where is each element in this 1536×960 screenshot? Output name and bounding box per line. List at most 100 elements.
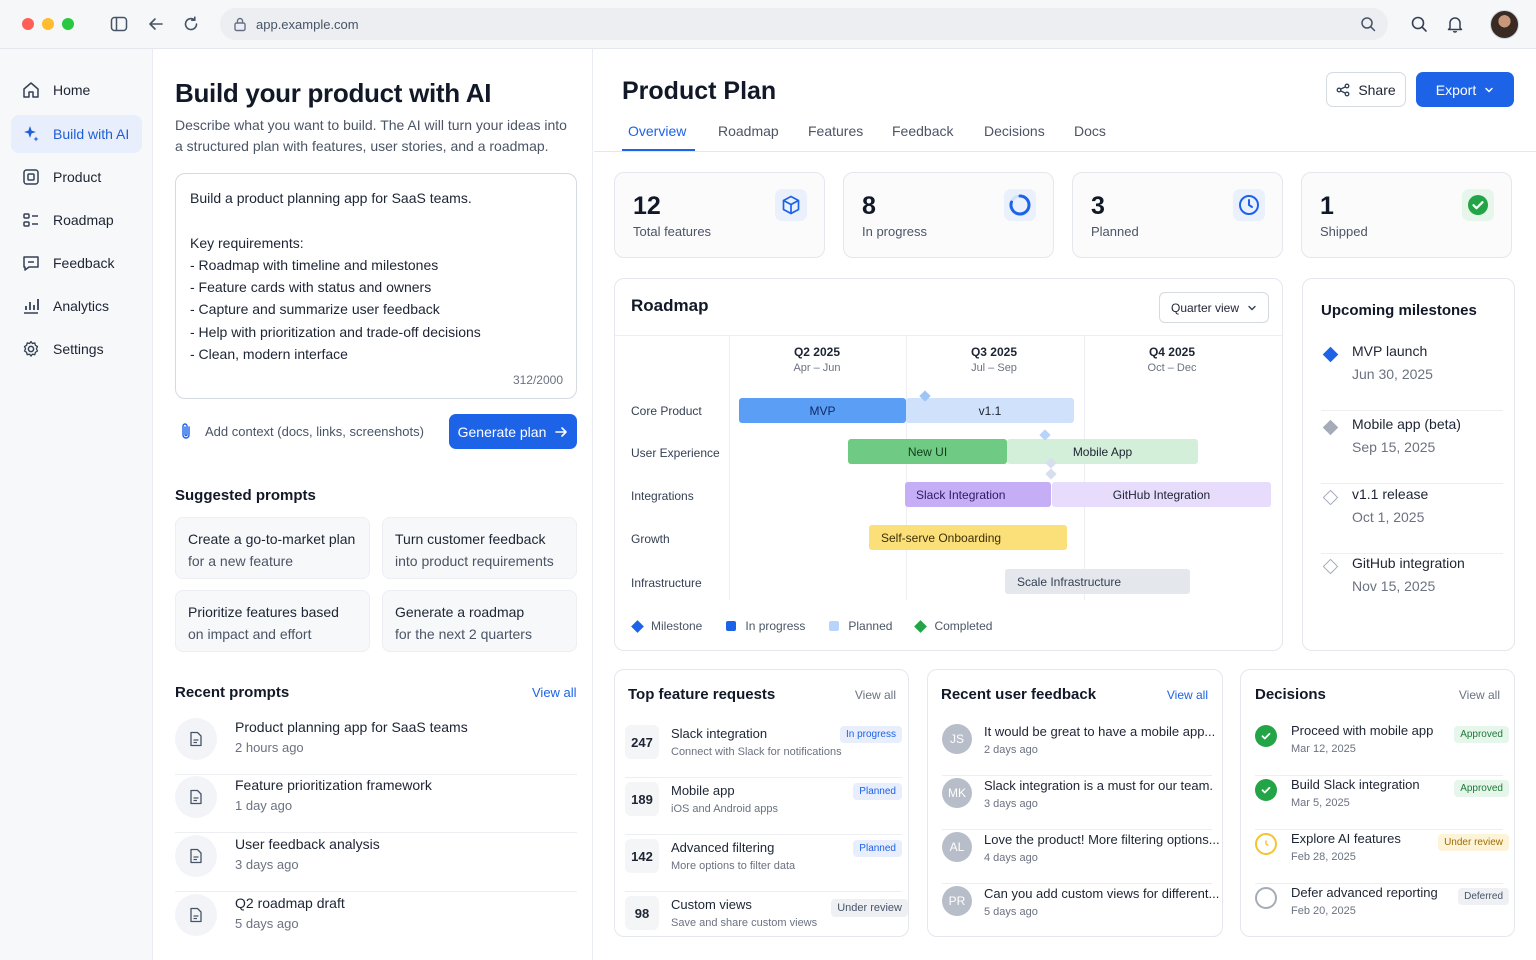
roadmap-gridline <box>906 336 907 600</box>
suggested-prompt-card[interactable]: Generate a roadmap for the next 2 quarte… <box>382 590 577 652</box>
feedback-time: 5 days ago <box>984 906 1038 918</box>
recent-prompt-item[interactable]: Q2 roadmap draft 5 days ago <box>175 893 577 951</box>
tab-features[interactable]: Features <box>808 123 864 139</box>
status-badge: Planned <box>853 840 902 857</box>
stat-card-in-progress[interactable]: 8 In progress <box>843 172 1054 258</box>
roadmap-bar-new-ui[interactable]: New UI <box>848 439 1007 464</box>
feature-request-item[interactable]: 189 Mobile app iOS and Android apps Plan… <box>625 779 902 835</box>
progress-ring-icon <box>1004 189 1036 221</box>
milestone-item[interactable]: MVP launch Jun 30, 2025 <box>1321 341 1503 411</box>
decision-item[interactable]: Defer advanced reporting Feb 20, 2025 De… <box>1255 884 1509 938</box>
roadmap-bar-github-integration[interactable]: GitHub Integration <box>1052 482 1271 507</box>
feature-desc: More options to filter data <box>671 860 796 872</box>
feedback-item[interactable]: MK Slack integration is a must for our t… <box>942 776 1213 830</box>
minimize-window-dot[interactable] <box>42 18 54 30</box>
feedback-item[interactable]: PR Can you add custom views for differen… <box>942 884 1219 938</box>
roadmap-bar-self-serve-onboarding[interactable]: Self-serve Onboarding <box>869 525 1067 550</box>
address-bar[interactable]: app.example.com <box>220 8 1388 40</box>
legend-label: In progress <box>745 619 806 633</box>
generate-plan-button[interactable]: Generate plan <box>449 414 577 449</box>
feedback-item[interactable]: AL Love the product! More filtering opti… <box>942 830 1220 884</box>
milestone-diamond-icon <box>1322 346 1339 363</box>
sidebar-item-feedback[interactable]: Feedback <box>11 244 142 282</box>
roadmap-bar-mvp[interactable]: MVP <box>739 398 906 423</box>
top-feature-requests-card: Top feature requests View all 247 Slack … <box>614 669 909 937</box>
reload-icon[interactable] <box>180 13 202 35</box>
quarter-range: Jul – Sep <box>971 362 1017 374</box>
suggested-prompt-line2: on impact and effort <box>188 626 312 642</box>
sidebar-item-label: Build with AI <box>53 126 130 142</box>
milestone-item[interactable]: Mobile app (beta) Sep 15, 2025 <box>1321 414 1503 484</box>
browser-chrome: app.example.com <box>0 0 1536 49</box>
export-button[interactable]: Export <box>1416 72 1514 107</box>
tab-bar: Overview Roadmap Features Feedback Decis… <box>594 111 1536 152</box>
milestone-diamond-outline-icon <box>1322 489 1339 506</box>
stat-card-shipped[interactable]: 1 Shipped <box>1301 172 1512 258</box>
sidebar-item-home[interactable]: Home <box>11 71 142 109</box>
feedback-item[interactable]: JS It would be great to have a mobile ap… <box>942 722 1215 776</box>
stat-card-planned[interactable]: 3 Planned <box>1072 172 1283 258</box>
prompt-textarea[interactable]: Build a product planning app for SaaS te… <box>175 173 577 399</box>
share-button[interactable]: Share <box>1326 72 1406 107</box>
tab-feedback[interactable]: Feedback <box>892 123 954 139</box>
sidebar-item-roadmap[interactable]: Roadmap <box>11 201 142 239</box>
recent-prompt-item[interactable]: Product planning app for SaaS teams 2 ho… <box>175 717 577 775</box>
maximize-window-dot[interactable] <box>62 18 74 30</box>
suggested-prompt-card[interactable]: Turn customer feedback into product requ… <box>382 517 577 579</box>
tab-overview[interactable]: Overview <box>628 123 687 139</box>
decision-name: Defer advanced reporting <box>1291 885 1438 900</box>
sidebar-toggle-icon[interactable] <box>108 13 130 35</box>
lock-icon <box>233 16 247 35</box>
milestone-item[interactable]: v1.1 release Oct 1, 2025 <box>1321 484 1503 554</box>
decision-item[interactable]: Proceed with mobile app Mar 12, 2025 App… <box>1255 722 1509 776</box>
search-icon[interactable] <box>1360 16 1376 35</box>
feature-request-item[interactable]: 142 Advanced filtering More options to f… <box>625 836 902 892</box>
decision-item[interactable]: Explore AI features Feb 28, 2025 Under r… <box>1255 830 1509 884</box>
suggested-prompt-card[interactable]: Prioritize features based on impact and … <box>175 590 370 652</box>
bell-icon[interactable] <box>1444 13 1466 35</box>
sidebar-item-settings[interactable]: Settings <box>11 330 142 368</box>
product-icon <box>23 169 39 185</box>
roadmap-bar-scale-infrastructure[interactable]: Scale Infrastructure <box>1005 569 1190 594</box>
quarter-view-select[interactable]: Quarter view <box>1159 292 1269 323</box>
feature-desc: Save and share custom views <box>671 917 818 929</box>
recent-view-all-link[interactable]: View all <box>532 685 577 700</box>
sidebar: Home Build with AI Product Roadmap Feedb… <box>0 49 153 960</box>
pending-clock-icon <box>1255 833 1277 855</box>
sidebar-item-product[interactable]: Product <box>11 158 142 196</box>
add-context-button[interactable]: Add context (docs, links, screenshots) <box>175 414 577 448</box>
suggested-prompt-card[interactable]: Create a go-to-market plan for a new fea… <box>175 517 370 579</box>
tab-roadmap[interactable]: Roadmap <box>718 123 779 139</box>
milestone-item[interactable]: GitHub integration Nov 15, 2025 <box>1321 553 1503 623</box>
prompt-text[interactable]: Build a product planning app for SaaS te… <box>190 190 481 363</box>
back-arrow-icon[interactable] <box>145 13 167 35</box>
quarter-name: Q2 2025 <box>793 345 841 359</box>
stat-card-total-features[interactable]: 12 Total features <box>614 172 825 258</box>
feature-desc: iOS and Android apps <box>671 803 779 815</box>
decision-date: Feb 28, 2025 <box>1291 851 1356 863</box>
roadmap-bar-mobile-app[interactable]: Mobile App <box>1007 439 1198 464</box>
sidebar-item-analytics[interactable]: Analytics <box>11 287 142 325</box>
suggested-prompt-line1: Create a go-to-market plan <box>188 531 356 547</box>
feature-request-item[interactable]: 98 Custom views Save and share custom vi… <box>625 893 908 949</box>
in-progress-swatch-icon <box>726 621 737 631</box>
close-window-dot[interactable] <box>22 18 34 30</box>
roadmap-bar-v1-1[interactable]: v1.1 <box>906 398 1074 423</box>
paperclip-icon <box>182 423 190 439</box>
decisions-view-all-link[interactable]: View all <box>1458 688 1500 702</box>
recent-prompt-item[interactable]: User feedback analysis 3 days ago <box>175 834 577 892</box>
feedback-view-all-link[interactable]: View all <box>1166 688 1208 702</box>
recent-prompt-title: Feature prioritization framework <box>235 777 432 793</box>
decision-item[interactable]: Build Slack integration Mar 5, 2025 Appr… <box>1255 776 1509 830</box>
user-avatar[interactable] <box>1490 10 1519 39</box>
milestone-diamond-marker[interactable] <box>1045 468 1057 480</box>
features-view-all-link[interactable]: View all <box>854 688 896 702</box>
search-icon[interactable] <box>1408 13 1430 35</box>
sidebar-item-build-with-ai[interactable]: Build with AI <box>11 115 142 153</box>
tab-docs[interactable]: Docs <box>1074 123 1106 139</box>
feature-request-item[interactable]: 247 Slack integration Connect with Slack… <box>625 722 902 778</box>
recent-prompt-item[interactable]: Feature prioritization framework 1 day a… <box>175 775 577 833</box>
tab-decisions[interactable]: Decisions <box>984 123 1045 139</box>
roadmap-bar-slack-integration[interactable]: Slack Integration <box>905 482 1051 507</box>
milestone-name: v1.1 release <box>1352 486 1429 502</box>
